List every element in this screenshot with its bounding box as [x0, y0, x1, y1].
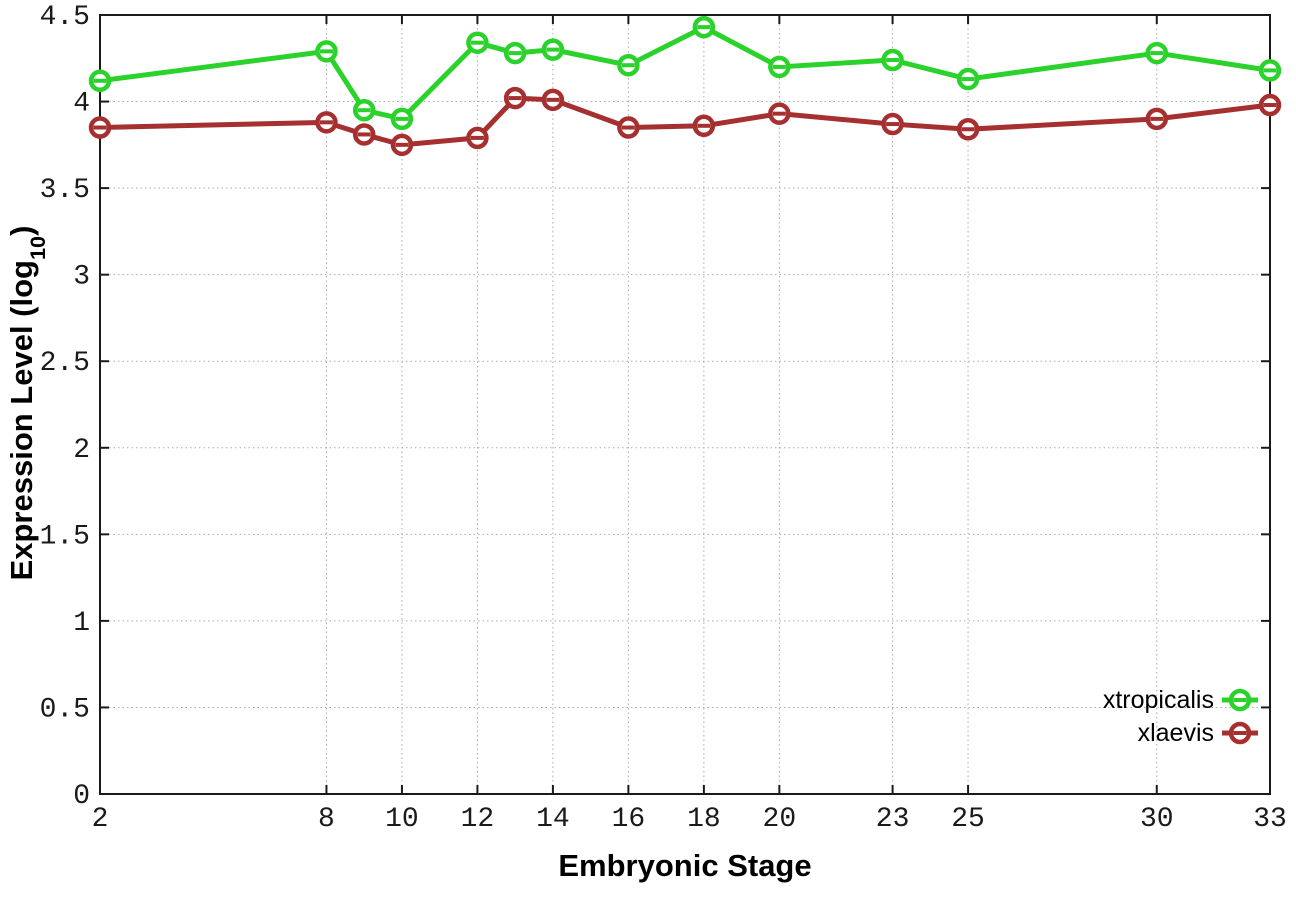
legend-label-xtropicalis: xtropicalis	[1103, 686, 1214, 714]
legend-label-xlaevis: xlaevis	[1138, 719, 1214, 747]
y-axis-title: Expression Level (log10)	[4, 226, 50, 581]
y-tick-label: 3	[73, 262, 90, 293]
x-tick-label: 18	[687, 804, 721, 835]
x-tick-labels: 2 8 10 12 14 16 18 20 23 25 30 33	[92, 804, 1287, 835]
x-tick-label: 33	[1253, 804, 1287, 835]
x-tick-label: 10	[385, 804, 419, 835]
x-tick-label: 12	[461, 804, 495, 835]
plot-border	[99, 14, 1271, 795]
y-tick-label: 3.5	[40, 175, 90, 206]
y-tick-label: 0	[73, 781, 90, 812]
legend: xtropicalis xlaevis	[1103, 686, 1258, 747]
y-tick-label: 1	[73, 608, 90, 639]
y-tick-label: 2	[73, 435, 90, 466]
x-tick-label: 16	[612, 804, 646, 835]
y-tick-label: 4	[73, 89, 90, 120]
x-tick-label: 23	[876, 804, 910, 835]
series-xtropicalis	[88, 15, 1282, 131]
x-tick-label: 30	[1140, 804, 1174, 835]
tick-marks	[99, 14, 1271, 795]
y-tick-label: 4.5	[40, 2, 90, 33]
x-axis-title: Embryonic Stage	[558, 848, 811, 883]
y-tick-labels: 0 0.5 1 1.5 2 2.5 3 3.5 4 4.5	[40, 2, 90, 812]
x-tick-label: 14	[536, 804, 570, 835]
series-xlaevis	[88, 86, 1282, 157]
y-tick-label: 0.5	[40, 694, 90, 725]
x-tick-label: 8	[318, 804, 335, 835]
y-tick-label: 2.5	[40, 348, 90, 379]
x-tick-label: 25	[951, 804, 985, 835]
y-tick-label: 1.5	[40, 521, 90, 552]
x-tick-label: 2	[92, 804, 109, 835]
x-tick-label: 20	[763, 804, 797, 835]
